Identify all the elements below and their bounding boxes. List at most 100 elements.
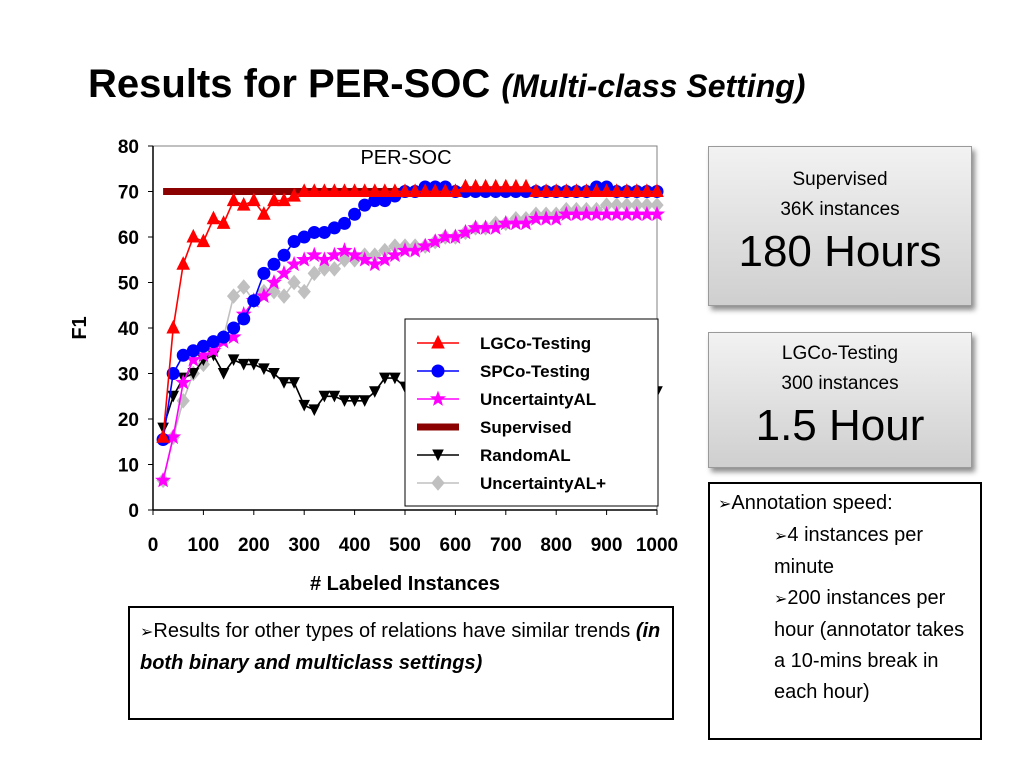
x-tick-label: 700 — [490, 535, 522, 556]
data-point — [376, 251, 393, 267]
annotation-speed-item-text: 4 instances per minute — [774, 524, 924, 578]
data-point — [438, 183, 453, 197]
data-point — [398, 183, 412, 197]
data-point — [176, 256, 191, 270]
data-point — [650, 183, 664, 197]
data-point — [156, 429, 170, 443]
data-point — [217, 330, 231, 344]
data-point — [317, 183, 332, 197]
data-point — [509, 178, 523, 193]
data-point — [548, 210, 565, 226]
data-point — [328, 390, 341, 403]
data-point — [389, 372, 401, 385]
data-point — [529, 183, 543, 197]
data-point — [366, 255, 383, 272]
legend-label: LGCo-Testing — [480, 334, 591, 353]
results-note-text: Results for other types of relations hav… — [153, 620, 636, 642]
arrow-bullet-icon: ➢ — [774, 528, 788, 545]
legend-marker — [432, 449, 444, 462]
legend-marker — [431, 475, 445, 491]
data-point — [599, 183, 614, 197]
supervised-callout: Supervised 36K instances 180 Hours — [708, 146, 972, 306]
data-point — [367, 183, 382, 197]
legend-item: UncertaintyAL — [417, 390, 596, 409]
data-point — [276, 264, 293, 281]
x-tick-label: 1000 — [636, 535, 678, 556]
lgco-callout: LGCo-Testing 300 instances 1.5 Hour — [708, 332, 972, 468]
data-point — [336, 242, 353, 258]
data-point — [448, 183, 463, 197]
data-point — [347, 183, 362, 197]
data-point — [155, 471, 172, 488]
slide-title-sub: (Multi-class Setting) — [501, 68, 806, 104]
legend-marker — [429, 390, 447, 406]
legend-item: LGCo-Testing — [417, 334, 591, 353]
data-point — [206, 210, 221, 225]
data-point — [579, 183, 594, 197]
slide-title: Results for PER-SOC (Multi-class Setting… — [88, 62, 805, 107]
results-note: ➢Results for other types of relations ha… — [128, 606, 674, 720]
data-point — [337, 183, 352, 197]
data-point — [298, 399, 311, 412]
data-point — [327, 261, 342, 277]
data-point — [447, 228, 464, 244]
data-point — [166, 367, 180, 380]
data-point — [287, 274, 301, 291]
annotation-speed-heading: Annotation speed: — [731, 492, 893, 514]
data-point — [165, 428, 182, 445]
results-note-emphasis: (in both binary and multiclass settings) — [140, 620, 661, 674]
data-point — [226, 192, 241, 207]
data-point — [196, 233, 211, 248]
data-point — [186, 228, 201, 243]
data-point — [166, 319, 181, 334]
data-point — [296, 251, 313, 267]
data-point — [318, 390, 331, 403]
x-tick-label: 900 — [591, 535, 623, 556]
x-tick-label: 200 — [238, 535, 270, 556]
data-point — [338, 395, 351, 407]
data-point — [408, 183, 422, 197]
chart-legend: LGCo-Testing SPCo-Testing UncertaintyAL Sup… — [404, 318, 659, 507]
data-point — [517, 214, 534, 231]
data-point — [278, 377, 290, 389]
slide-title-main: Results for PER-SOC — [88, 62, 491, 106]
y-tick-label: 70 — [118, 183, 139, 204]
data-point — [488, 178, 503, 193]
data-point — [378, 372, 391, 385]
data-point — [308, 404, 321, 417]
data-point — [277, 248, 291, 262]
data-point — [619, 183, 634, 197]
y-tick-label: 0 — [128, 501, 139, 522]
annotation-speed-heading-row: ➢Annotation speed: — [718, 488, 972, 520]
annotation-speed-item-text: 200 instances per hour (annotator takes … — [774, 587, 965, 703]
data-point — [255, 287, 272, 303]
data-point — [236, 196, 251, 211]
data-point — [297, 183, 312, 197]
data-point — [267, 257, 281, 271]
legend-label: SPCo-Testing — [480, 362, 590, 381]
legend-item: RandomAL — [417, 446, 571, 465]
series-lgco-testing — [156, 178, 664, 443]
data-point — [589, 183, 604, 197]
data-point — [226, 288, 241, 304]
data-point — [187, 368, 200, 380]
data-point — [457, 223, 474, 240]
arrow-bullet-icon: ➢ — [140, 624, 154, 641]
y-axis-label: F1 — [69, 316, 91, 339]
data-point — [629, 183, 644, 197]
annotation-speed-item: ➢4 instances per minute — [718, 520, 972, 583]
data-point — [478, 178, 493, 193]
data-point — [237, 312, 251, 326]
data-point — [288, 377, 300, 389]
data-point — [237, 279, 251, 295]
data-point — [498, 178, 513, 193]
data-point — [247, 358, 260, 371]
data-point — [326, 246, 343, 263]
data-point — [237, 358, 250, 371]
legend-item: SPCo-Testing — [417, 362, 590, 381]
data-point — [519, 178, 533, 193]
y-tick-label: 80 — [118, 137, 139, 158]
data-point — [388, 183, 402, 197]
